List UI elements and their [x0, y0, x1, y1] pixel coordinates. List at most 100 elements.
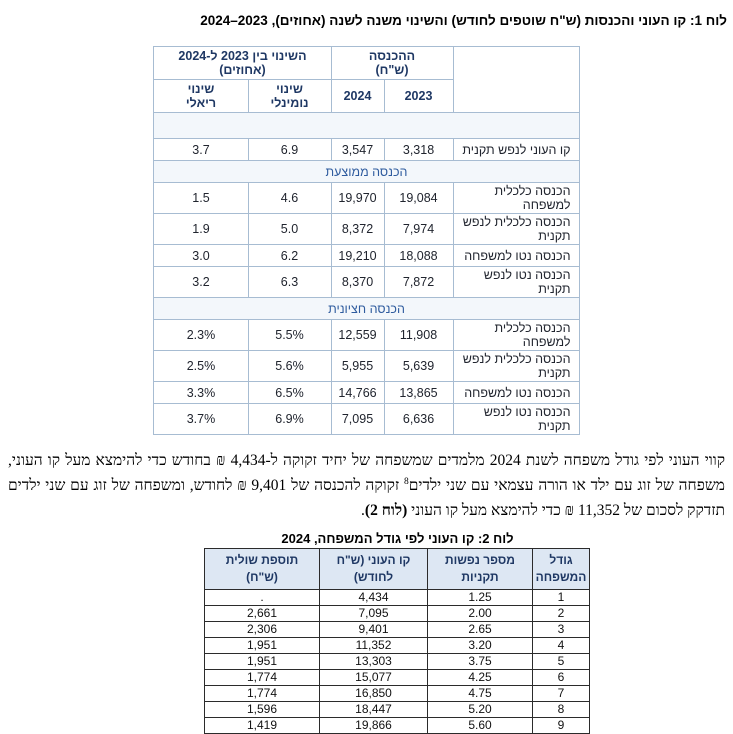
table1-change-group-header: השינוי בין 2023 ל-2024 (אחוזים) — [153, 46, 332, 80]
table2-col-header: קו העוני (ש"ח לחודש) — [319, 548, 428, 590]
table1-cell: 6.9 — [247, 138, 332, 161]
table2-cell: 7 — [532, 685, 590, 702]
table1-data-row: הכנסה כלכלית למשפחה 19,084 19,970 4.6 1.5 — [153, 182, 580, 214]
table1-cell: 3.7 — [153, 138, 249, 161]
table1-cell: 2.3% — [153, 319, 249, 351]
table1-col-2023: 2023 — [383, 79, 454, 113]
table2-row: 8 5.20 18,447 1,596 — [204, 701, 590, 718]
table2-row: 4 3.20 11,352 1,951 — [204, 637, 590, 654]
table1-data-row: הכנסה נטו למשפחה 13,865 14,766 6.5% 3.3% — [153, 381, 580, 404]
table1-cell: 3.0 — [153, 244, 249, 267]
table1-cell: 3.7% — [153, 403, 249, 435]
table2-cell: 2,306 — [204, 621, 320, 638]
table1-row-label: קו העוני לנפש תקנית — [452, 138, 580, 161]
table1-cell: 5,639 — [383, 350, 454, 382]
table1-cell: 7,872 — [383, 266, 454, 298]
table1-cell: 5.0 — [247, 213, 332, 245]
table2-poverty-by-family-size: גודל המשפחה מספר נפשות תקניות קו העוני (ש"… — [204, 548, 590, 734]
table1-row-label: הכנסה נטו למשפחה — [452, 244, 580, 267]
table2-header: גודל המשפחה מספר נפשות תקניות קו העוני (ש"… — [204, 548, 590, 590]
table2-row: 1 1.25 4,434. — [204, 589, 590, 606]
table2-cell: 18,447 — [319, 701, 428, 718]
table1-cell: 1.5 — [153, 182, 249, 214]
table2-cell: 1,419 — [204, 717, 320, 734]
paragraph-text: (לוח 2) — [364, 502, 408, 519]
table1-data-row: הכנסה כלכלית למשפחה 11,908 12,559 5.5% 2.3% — [153, 319, 580, 351]
table1-spacer-row — [153, 112, 580, 139]
table1-cell: 18,088 — [383, 244, 454, 267]
table2-cell: 4,434 — [319, 589, 428, 606]
table1-spacer-cell — [153, 112, 580, 139]
table1-data-row: הכנסה כלכלית לנפש תקנית 5,639 5,955 5.6% 2.5… — [153, 350, 580, 382]
table1-title: לוח 1: קו העוני והכנסות (ש"ח שוטפים לחוד… — [200, 13, 727, 28]
table1-data-row: הכנסה כלכלית לנפש תקנית 7,974 8,372 5.0 1.9 — [153, 213, 580, 245]
table2-cell: 2,661 — [204, 605, 320, 622]
table2-cell: 2.00 — [427, 605, 533, 622]
table1-cell: 8,370 — [330, 266, 385, 298]
table1-cell: 4.6 — [247, 182, 332, 214]
table1-cell: 6.9% — [247, 403, 332, 435]
table2-cell: 1,951 — [204, 653, 320, 670]
table1-corner-cell — [452, 46, 580, 113]
table1-cell: 12,559 — [330, 319, 385, 351]
table2-cell: 4 — [532, 637, 590, 654]
table2-cell: 9 — [532, 717, 590, 734]
table1-row-label: הכנסה כלכלית למשפחה — [452, 182, 580, 214]
paragraph-text: זקוקה להכנסה של 9,401 ₪ לחודש, ומשפחה של… — [8, 477, 725, 519]
table1-header-group-row: ההכנסה (ש"ח) השינוי בין 2023 ל-2024 (אחו… — [153, 46, 580, 113]
table1-cell: 3,547 — [330, 138, 385, 161]
footnote-ref: 8 — [403, 476, 409, 487]
paragraph-text: . — [361, 502, 365, 519]
table1-cell: 1.9 — [153, 213, 249, 245]
table2-header-row: גודל המשפחה מספר נפשות תקניות קו העוני (ש"… — [204, 548, 590, 590]
table1-row-label: הכנסה כלכלית לנפש תקנית — [452, 213, 580, 245]
table2-cell: 5.20 — [427, 701, 533, 718]
table1-section-row: הכנסה חציונית — [153, 297, 580, 320]
table2-cell: 8 — [532, 701, 590, 718]
table2-row: 2 2.00 7,095 2,661 — [204, 605, 590, 622]
table1-cell: 3.2 — [153, 266, 249, 298]
table1-section-label: הכנסה חציונית — [153, 297, 580, 320]
table1-cell: 6.5% — [247, 381, 332, 404]
table2-cell: 4.75 — [427, 685, 533, 702]
table2-cell: 7,095 — [319, 605, 428, 622]
table2-cell: 11,352 — [319, 637, 428, 654]
table1-cell: 6.3 — [247, 266, 332, 298]
table1-col-real: שינוי ריאלי — [153, 79, 249, 113]
table1-row-label: הכנסה כלכלית למשפחה — [452, 319, 580, 351]
table2-cell: 3 — [532, 621, 590, 638]
table1-cell: 14,766 — [330, 381, 385, 404]
table1-body: קו העוני לנפש תקנית 3,318 3,547 6.9 3.7 הכנסה… — [153, 112, 580, 435]
table2-col-header: גודל המשפחה — [532, 548, 590, 590]
paragraph-text: קווי העוני לפי גודל משפחה לשנת 2024 מלמד… — [8, 452, 725, 494]
table2-cell: 1,774 — [204, 685, 320, 702]
table1-section-row: הכנסה ממוצעת — [153, 160, 580, 183]
table1-header: ההכנסה (ש"ח) השינוי בין 2023 ל-2024 (אחו… — [153, 46, 580, 113]
table2-cell: 2.65 — [427, 621, 533, 638]
table1-data-row: הכנסה נטו לנפש תקנית 7,872 8,370 6.3 3.2 — [153, 266, 580, 298]
table1-data-row: הכנסה נטו לנפש תקנית 6,636 7,095 6.9% 3.7% — [153, 403, 580, 435]
table2-cell: 5.60 — [427, 717, 533, 734]
table2-cell: 1,951 — [204, 637, 320, 654]
table1-poverty-income: ההכנסה (ש"ח) השינוי בין 2023 ל-2024 (אחו… — [153, 46, 580, 435]
table1-data-row: קו העוני לנפש תקנית 3,318 3,547 6.9 3.7 — [153, 138, 580, 161]
table1-section-label: הכנסה ממוצעת — [153, 160, 580, 183]
table1-row-label: הכנסה כלכלית לנפש תקנית — [452, 350, 580, 382]
table2-cell: 13,303 — [319, 653, 428, 670]
table1-cell: 5.5% — [247, 319, 332, 351]
table2-title: לוח 2: קו העוני לפי גודל המשפחה, 2024 — [281, 531, 514, 546]
table1-col-nominal: שינוי נומינלי — [247, 79, 332, 113]
table2-cell: 15,077 — [319, 669, 428, 686]
table1-cell: 13,865 — [383, 381, 454, 404]
table1-cell: 3,318 — [383, 138, 454, 161]
table1-header-sub-row: 2023 2024 שינוי נומינלי שינוי ריאלי — [153, 79, 579, 113]
table2-row: 5 3.75 13,303 1,951 — [204, 653, 590, 670]
table1-cell: 19,970 — [330, 182, 385, 214]
table2-col-header: מספר נפשות תקניות — [427, 548, 533, 590]
table2-cell: 4.25 — [427, 669, 533, 686]
table1-cell: 3.3% — [153, 381, 249, 404]
table1-col-2024: 2024 — [330, 79, 385, 113]
table1-cell: 8,372 — [330, 213, 385, 245]
table1-cell: 19,084 — [383, 182, 454, 214]
table2-row: 7 4.75 16,850 1,774 — [204, 685, 590, 702]
